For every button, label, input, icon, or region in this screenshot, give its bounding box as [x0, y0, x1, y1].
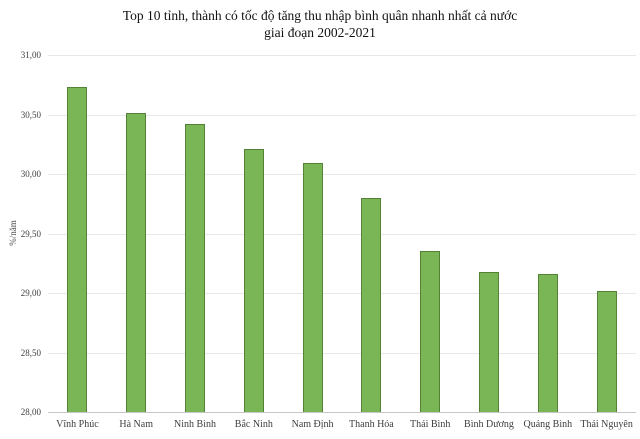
y-tick-label: 30,50 [20, 109, 41, 120]
x-tick-label: Thanh Hóa [349, 419, 394, 430]
bar [302, 163, 323, 412]
y-tick-label: 28,50 [20, 347, 41, 358]
bar [420, 251, 441, 412]
x-tick-label: Bình Dương [464, 419, 514, 430]
x-tick-label: Nam Định [291, 419, 334, 430]
bar [537, 273, 558, 412]
bar [361, 197, 382, 412]
x-tick-label: Bắc Ninh [234, 419, 273, 430]
y-tick-label: 29,50 [20, 228, 41, 239]
bar [243, 149, 264, 412]
gridline [48, 233, 636, 235]
bar [126, 113, 147, 412]
bar [67, 87, 88, 412]
x-tick-label: Ninh Bình [174, 419, 216, 430]
bar [185, 124, 205, 412]
y-tick-label: 28,00 [20, 407, 41, 417]
y-tick-label: 30,00 [20, 169, 41, 179]
x-tick-label: Thái Nguyên [580, 419, 633, 430]
x-tick-label: Quảng Bình [523, 419, 573, 430]
bar [479, 271, 499, 412]
x-tick-label: Thái Bình [410, 419, 451, 430]
chart-subtitle: giai đoạn 2002-2021 [264, 25, 376, 40]
gridline [48, 293, 636, 294]
y-axis-labels: 31,00 30,50 30,00 29,50 29,00 28,50 28,00 [0, 50, 44, 417]
x-axis-line [48, 412, 636, 413]
x-tick-label: Hà Nam [119, 419, 153, 430]
x-axis-labels: Vĩnh Phúc Hà Nam Ninh Bình Bắc Ninh Nam Định… [48, 412, 636, 436]
gridline [48, 352, 636, 354]
gridline [48, 55, 636, 56]
gridline [48, 174, 636, 175]
x-tick-label: Vĩnh Phúc [56, 419, 99, 430]
plot-area [48, 55, 636, 413]
bar [596, 290, 617, 412]
chart-title: Top 10 tỉnh, thành có tốc độ tăng thu nh… [122, 8, 518, 23]
y-tick-label: 31,00 [20, 50, 41, 60]
gridline [48, 114, 636, 116]
y-tick-label: 29,00 [20, 288, 41, 298]
chart-title-block: Top 10 tỉnh, thành có tốc độ tăng thu nh… [0, 7, 640, 41]
